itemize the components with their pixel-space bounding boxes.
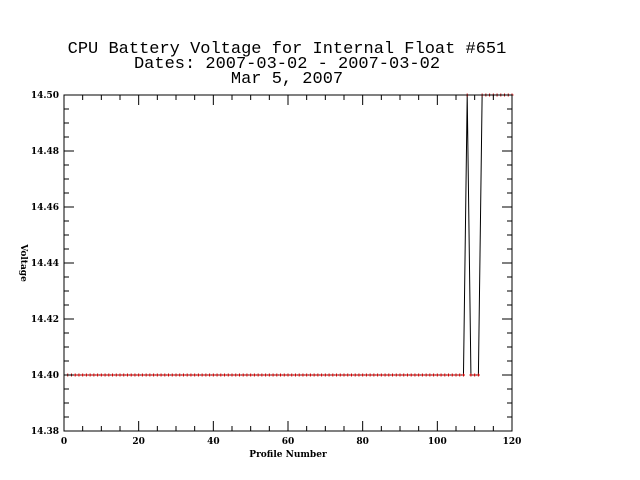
plot-layer <box>66 93 514 377</box>
x-tick-label: 120 <box>503 437 522 447</box>
x-tick-label: 100 <box>428 437 447 447</box>
chart-subtitle: Dates: 2007-03-02 - 2007-03-02 <box>134 55 440 74</box>
chart-date: Mar 5, 2007 <box>231 70 343 89</box>
plot-frame <box>63 94 513 432</box>
chart-title: CPU Battery Voltage for Internal Float #… <box>68 40 507 59</box>
y-tick-label: 14.44 <box>31 259 59 269</box>
x-tick-label: 20 <box>132 437 145 447</box>
x-axis-label: Profile Number <box>249 450 327 460</box>
x-tick-label: 40 <box>207 437 220 447</box>
y-tick-label: 14.46 <box>31 203 59 213</box>
y-tick-label: 14.48 <box>31 147 59 157</box>
y-tick-label: 14.50 <box>31 91 59 101</box>
y-axis-ticks: 14.38 14.40 14.42 14.44 14.46 14.48 14.50 <box>31 91 512 437</box>
y-axis-label: Voltage <box>18 243 28 282</box>
y-tick-label: 14.38 <box>31 427 59 437</box>
x-axis-ticks: 0 20 40 60 80 100 120 <box>61 95 522 447</box>
y-tick-label: 14.42 <box>31 315 59 325</box>
y-tick-label: 14.40 <box>31 371 59 381</box>
series-line <box>67 94 512 376</box>
x-tick-label: 80 <box>356 437 369 447</box>
x-tick-label: 0 <box>61 437 67 447</box>
x-tick-label: 60 <box>282 437 295 447</box>
